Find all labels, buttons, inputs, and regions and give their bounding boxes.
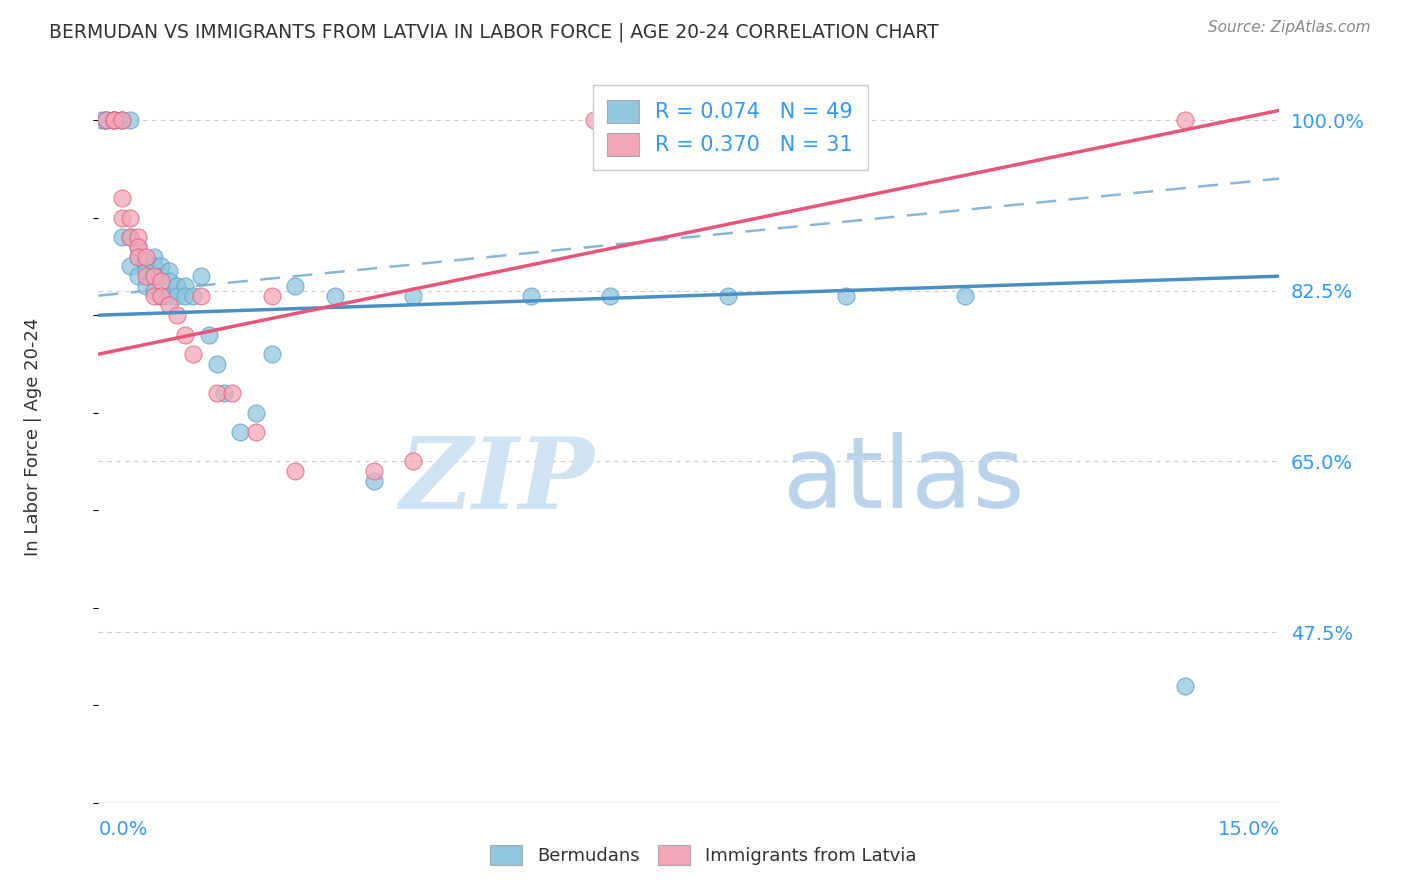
Text: atlas: atlas xyxy=(783,433,1025,530)
Point xyxy=(150,288,173,302)
Point xyxy=(127,240,149,254)
Point xyxy=(157,264,180,278)
Point xyxy=(260,288,283,302)
Point xyxy=(214,386,236,401)
Point xyxy=(583,113,606,128)
Point xyxy=(127,240,149,254)
Point xyxy=(103,113,125,128)
Legend: R = 0.074   N = 49, R = 0.370   N = 31: R = 0.074 N = 49, R = 0.370 N = 31 xyxy=(593,86,868,170)
Point xyxy=(118,113,141,128)
Point xyxy=(363,464,385,478)
Point xyxy=(174,288,197,302)
Point xyxy=(103,113,125,128)
Point xyxy=(190,288,212,302)
Point xyxy=(118,230,141,244)
Point xyxy=(111,113,134,128)
Point xyxy=(157,274,180,288)
Point xyxy=(402,454,425,468)
Point xyxy=(142,260,165,274)
Point xyxy=(150,260,173,274)
Point xyxy=(150,269,173,284)
Point xyxy=(181,347,204,361)
Point xyxy=(142,250,165,264)
Text: ZIP: ZIP xyxy=(399,433,595,529)
Point xyxy=(142,284,165,298)
Point xyxy=(118,260,141,274)
Point xyxy=(127,230,149,244)
Point xyxy=(103,113,125,128)
Point xyxy=(135,279,157,293)
Point xyxy=(111,230,134,244)
Point xyxy=(363,474,385,488)
Point xyxy=(260,347,283,361)
Point xyxy=(245,406,267,420)
Legend: Bermudans, Immigrants from Latvia: Bermudans, Immigrants from Latvia xyxy=(482,838,924,872)
Point xyxy=(197,327,219,342)
Point xyxy=(205,386,228,401)
Point xyxy=(520,288,543,302)
Point xyxy=(111,113,134,128)
Point xyxy=(205,357,228,371)
Point xyxy=(111,211,134,225)
Point xyxy=(91,113,114,128)
Text: Source: ZipAtlas.com: Source: ZipAtlas.com xyxy=(1208,20,1371,35)
Point xyxy=(127,250,149,264)
Point xyxy=(166,308,188,322)
Point xyxy=(323,288,346,302)
Point xyxy=(127,250,149,264)
Point xyxy=(1174,113,1197,128)
Point xyxy=(157,298,180,312)
Point xyxy=(157,288,180,302)
Text: BERMUDAN VS IMMIGRANTS FROM LATVIA IN LABOR FORCE | AGE 20-24 CORRELATION CHART: BERMUDAN VS IMMIGRANTS FROM LATVIA IN LA… xyxy=(49,22,939,42)
Point xyxy=(717,288,740,302)
Point xyxy=(142,288,165,302)
Point xyxy=(166,279,188,293)
Point xyxy=(245,425,267,440)
Point xyxy=(284,464,307,478)
Point xyxy=(127,269,149,284)
Point xyxy=(103,113,125,128)
Point xyxy=(135,250,157,264)
Text: 15.0%: 15.0% xyxy=(1218,821,1279,839)
Point xyxy=(1174,679,1197,693)
Point xyxy=(166,288,188,302)
Text: In Labor Force | Age 20-24: In Labor Force | Age 20-24 xyxy=(24,318,42,557)
Point xyxy=(402,288,425,302)
Point xyxy=(953,288,976,302)
Point xyxy=(118,211,141,225)
Point xyxy=(142,269,165,284)
Point xyxy=(118,230,141,244)
Point xyxy=(135,269,157,284)
Point xyxy=(284,279,307,293)
Point xyxy=(135,254,157,268)
Point xyxy=(135,264,157,278)
Point xyxy=(190,269,212,284)
Point xyxy=(96,113,118,128)
Point xyxy=(174,279,197,293)
Point xyxy=(599,288,621,302)
Point xyxy=(142,269,165,284)
Point xyxy=(96,113,118,128)
Point xyxy=(96,113,118,128)
Point xyxy=(221,386,243,401)
Point xyxy=(229,425,252,440)
Text: 0.0%: 0.0% xyxy=(98,821,148,839)
Point xyxy=(111,113,134,128)
Point xyxy=(174,327,197,342)
Point xyxy=(181,288,204,302)
Point xyxy=(835,288,858,302)
Point xyxy=(150,288,173,302)
Point xyxy=(150,274,173,288)
Point xyxy=(111,191,134,205)
